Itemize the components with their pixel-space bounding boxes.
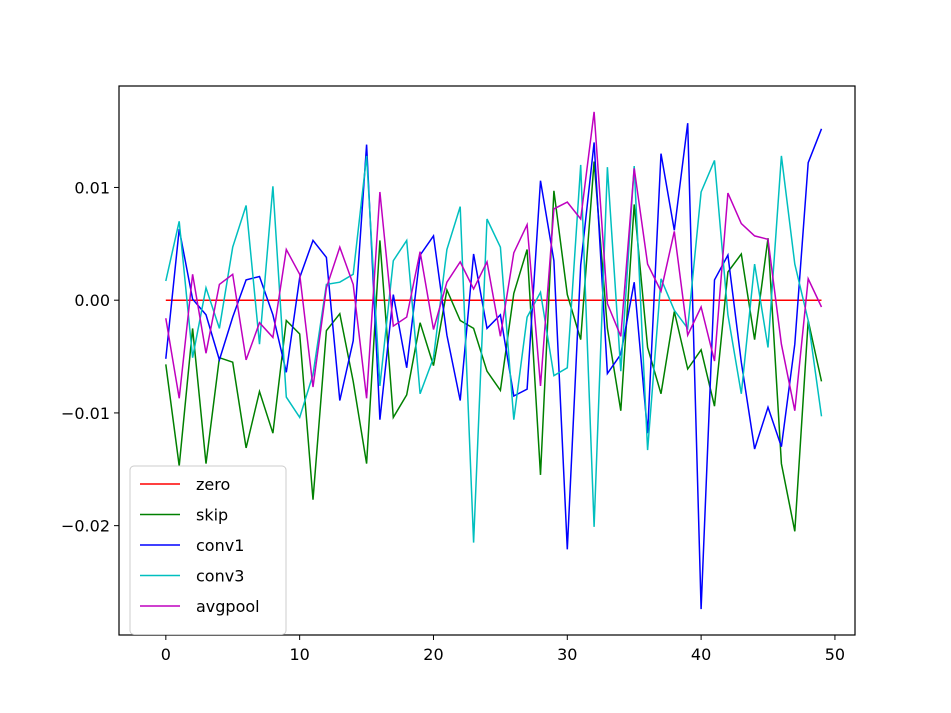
legend: zero skip conv1 conv3 avgpool [129, 465, 287, 635]
legend-box [129, 465, 287, 635]
series-line-conv3 [165, 155, 823, 543]
y-tick-label: −0.02 [61, 517, 110, 536]
x-tick-label: 50 [825, 645, 845, 664]
x-tick-label: 30 [557, 645, 577, 664]
y-tick-label: −0.01 [61, 404, 110, 423]
axis-ticks: 0 10 20 30 40 50 0.01 0.00 −0.01 −0.02 [61, 178, 845, 664]
legend-label-zero: zero [196, 475, 230, 494]
series-lines [165, 111, 823, 610]
x-tick-label: 10 [289, 645, 309, 664]
y-tick-label: 0.01 [74, 178, 110, 197]
plot-border [118, 85, 856, 636]
x-tick-label: 20 [423, 645, 443, 664]
legend-label-conv1: conv1 [196, 536, 244, 555]
legend-label-skip: skip [196, 506, 228, 525]
y-tick-label: 0.00 [74, 291, 110, 310]
x-tick-label: 0 [161, 645, 171, 664]
legend-label-avgpool: avgpool [196, 597, 260, 616]
x-tick-label: 40 [691, 645, 711, 664]
series-line-skip [165, 161, 823, 532]
series-line-avgpool [165, 111, 823, 411]
legend-label-conv3: conv3 [196, 567, 244, 586]
